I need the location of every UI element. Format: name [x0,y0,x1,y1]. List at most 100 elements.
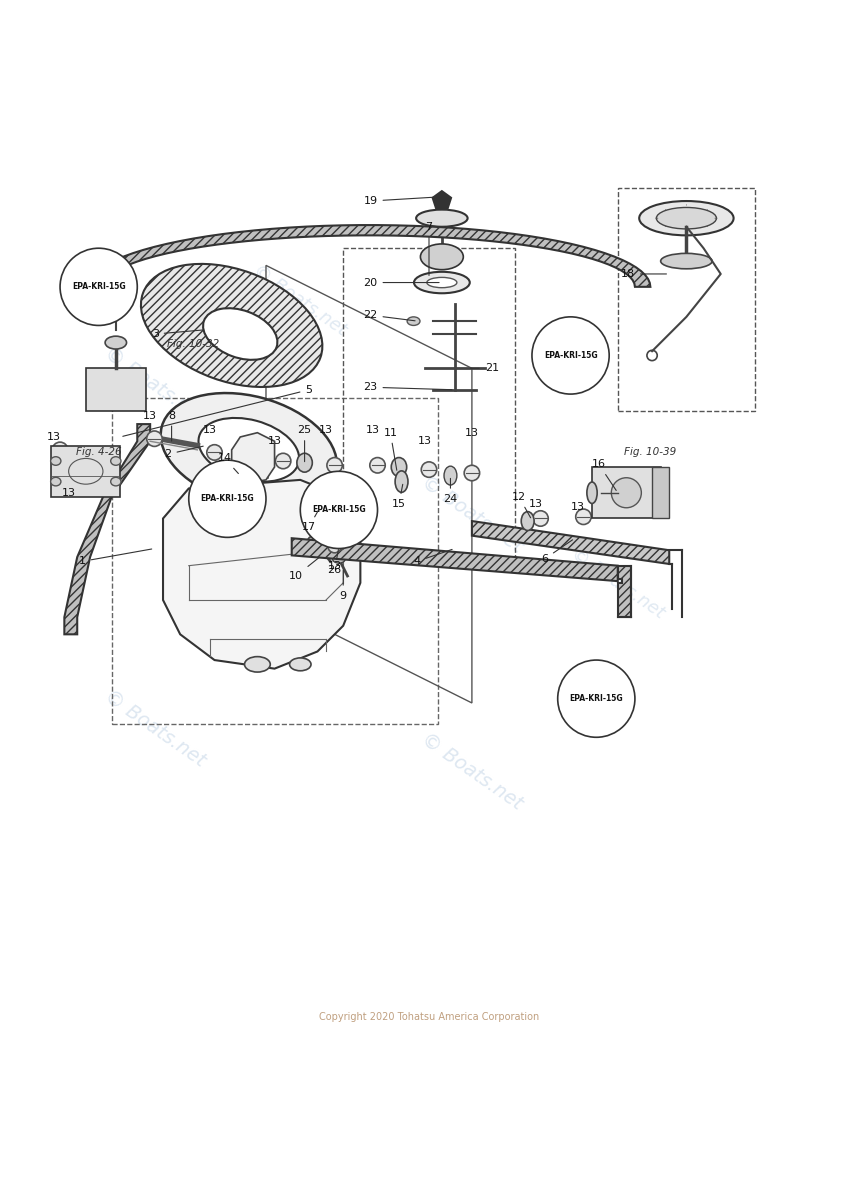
Ellipse shape [416,210,468,227]
Text: 13: 13 [319,425,333,436]
Ellipse shape [407,317,420,325]
Text: 13: 13 [366,425,380,436]
Ellipse shape [464,466,480,481]
Text: © Boats.net: © Boats.net [418,473,526,556]
Polygon shape [652,467,669,518]
Bar [343,248,515,557]
Ellipse shape [141,264,323,386]
Text: 20: 20 [364,277,439,288]
Text: © Boats.net: © Boats.net [100,343,208,427]
Ellipse shape [297,454,312,472]
Ellipse shape [107,304,124,313]
Polygon shape [618,565,631,617]
Text: 17: 17 [302,510,318,532]
Text: Copyright 2020 Tohatsu America Corporation: Copyright 2020 Tohatsu America Corporati… [319,1012,539,1022]
Text: 19: 19 [364,196,439,206]
Ellipse shape [611,478,642,508]
Text: 16: 16 [592,460,616,491]
Text: 11: 11 [384,427,397,470]
Ellipse shape [289,658,311,671]
Ellipse shape [333,554,345,563]
Text: 10: 10 [289,557,319,581]
Text: 21: 21 [470,364,498,373]
Ellipse shape [311,499,324,516]
Text: 3: 3 [152,329,203,340]
Text: 13: 13 [203,425,217,436]
Ellipse shape [203,308,277,360]
Polygon shape [592,467,661,518]
Text: 26: 26 [328,550,341,575]
Polygon shape [472,521,669,564]
Circle shape [189,460,266,538]
Ellipse shape [78,470,94,486]
Text: 5: 5 [123,385,312,437]
Text: 13: 13 [571,503,584,512]
Ellipse shape [147,431,162,446]
Text: © Boats.net: © Boats.net [100,686,208,770]
Text: © Boats.net: © Boats.net [418,730,526,814]
Ellipse shape [106,336,127,349]
Text: 14: 14 [218,454,239,474]
Ellipse shape [420,244,463,270]
Text: 2: 2 [165,446,203,460]
Text: 13: 13 [47,432,61,442]
Circle shape [60,248,137,325]
Text: 24: 24 [444,479,457,504]
Text: 12: 12 [512,492,530,517]
Text: 22: 22 [363,310,415,320]
Ellipse shape [576,509,591,524]
Text: 4: 4 [414,550,452,566]
Text: 13: 13 [143,410,157,420]
Text: 13: 13 [529,499,543,509]
Text: EPA-KRI-15G: EPA-KRI-15G [544,350,597,360]
Text: 25: 25 [298,425,311,462]
Text: 15: 15 [392,485,406,509]
Ellipse shape [245,656,270,672]
Text: Fig. 10-39: Fig. 10-39 [625,448,676,457]
Text: 13: 13 [328,560,341,571]
Bar [112,398,438,725]
Text: © Boats.net: © Boats.net [568,544,668,622]
Ellipse shape [639,202,734,235]
Circle shape [558,660,635,737]
Text: © Boats.net: © Boats.net [251,260,350,338]
Polygon shape [232,433,275,484]
Text: 18: 18 [621,269,667,278]
Text: 9: 9 [340,570,347,601]
Text: 13: 13 [418,437,432,446]
Polygon shape [163,480,360,668]
Circle shape [300,472,378,548]
Ellipse shape [414,272,470,293]
Ellipse shape [533,511,548,527]
Ellipse shape [427,277,456,288]
Text: 1: 1 [79,550,152,566]
Text: EPA-KRI-15G: EPA-KRI-15G [201,494,254,503]
Ellipse shape [331,535,347,551]
Polygon shape [64,424,150,635]
Circle shape [532,317,609,394]
Ellipse shape [198,418,299,481]
Bar [618,188,755,412]
Ellipse shape [51,478,61,486]
Ellipse shape [395,470,408,492]
Ellipse shape [111,478,121,486]
Ellipse shape [421,462,437,478]
Polygon shape [88,226,650,287]
Text: ⬟: ⬟ [431,190,453,214]
Text: 7: 7 [426,222,432,276]
Polygon shape [86,368,146,412]
Ellipse shape [661,253,712,269]
Ellipse shape [308,535,323,545]
Ellipse shape [275,454,291,469]
Text: EPA-KRI-15G: EPA-KRI-15G [312,505,366,515]
Text: 13: 13 [268,437,281,446]
Ellipse shape [370,457,385,473]
Ellipse shape [160,394,337,506]
Ellipse shape [111,457,121,466]
Text: 13: 13 [62,487,76,498]
Text: 6: 6 [541,540,572,564]
Ellipse shape [444,466,457,485]
Ellipse shape [522,511,534,530]
Text: EPA-KRI-15G: EPA-KRI-15G [570,694,623,703]
Ellipse shape [656,208,716,229]
